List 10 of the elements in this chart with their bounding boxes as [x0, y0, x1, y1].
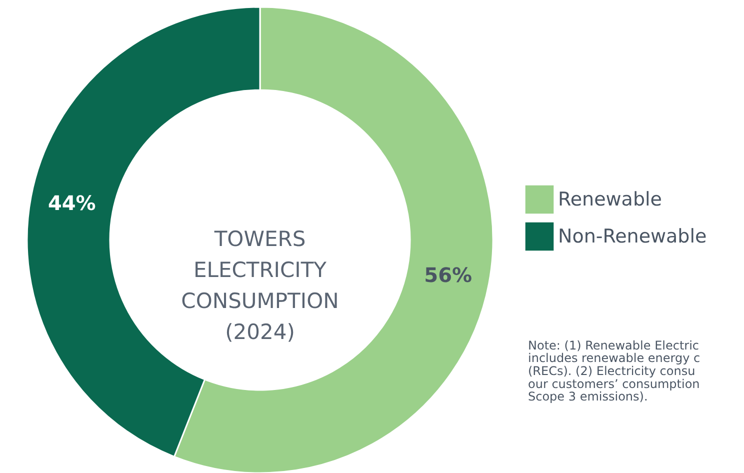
data-label: 44% [48, 191, 96, 216]
legend-label: Non-Renewable [558, 226, 707, 248]
text: (RECs). (2) Electricity consu [528, 364, 696, 378]
text: Scope 3 emissions). [528, 390, 648, 404]
text: TOWERS ELECTRICITY CONSUMPTION (2024) [181, 227, 339, 344]
text: Note: (1) Renewable Electric [528, 338, 700, 352]
text: our customers’ consumption [528, 376, 700, 391]
legend-label: Renewable [558, 188, 662, 210]
data-label: 56% [424, 262, 472, 287]
text: includes renewable energy c [528, 351, 700, 366]
